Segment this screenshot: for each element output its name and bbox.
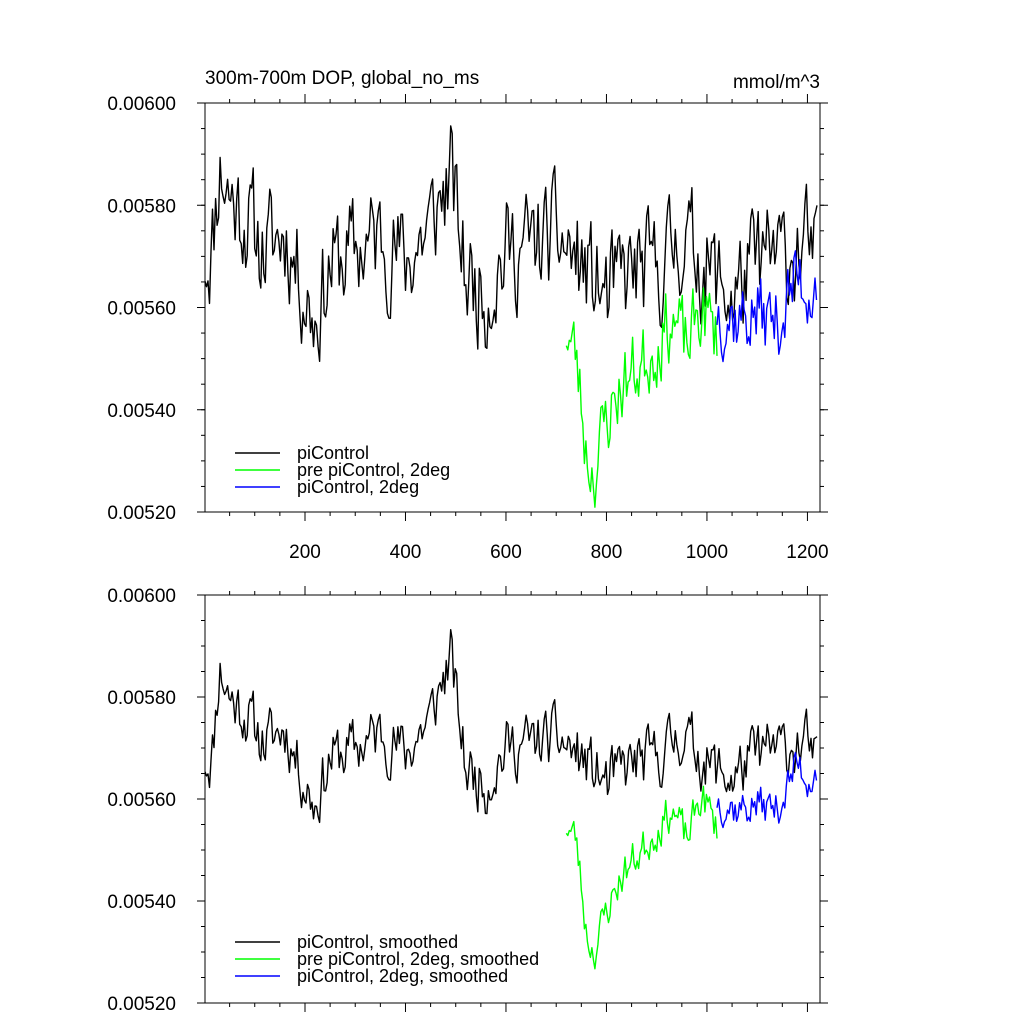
y-tick-label: 0.00560: [107, 790, 176, 811]
y-tick-label: 0.00580: [107, 196, 176, 217]
y-tick-label: 0.00540: [107, 401, 176, 422]
legend-label: piControl: [297, 443, 369, 463]
units-label: mmol/m^3: [733, 72, 820, 93]
y-tick-label: 0.00580: [107, 688, 176, 709]
x-tick-label: 800: [591, 542, 623, 563]
series-line-2: [716, 751, 818, 829]
series-line-1: [565, 785, 718, 970]
y-tick-label: 0.00560: [107, 299, 176, 320]
series-line-0: [205, 125, 818, 362]
y-tick-label: 0.00540: [107, 892, 176, 913]
panel-bottom: 0.00520 0.00540 0.00560 0.00580 0.00600 piCon…: [107, 586, 828, 1015]
panel-top: 0.00520 0.00540 0.00560 0.00580 0.00600 200 40…: [107, 68, 828, 563]
y-tick-label: 0.00520: [107, 994, 176, 1015]
y-tick-label: 0.00520: [107, 503, 176, 524]
series-line-2: [716, 250, 818, 363]
legend-label: piControl, 2deg, smoothed: [297, 966, 508, 986]
x-tick-label: 1000: [686, 542, 728, 563]
series-line-1: [565, 287, 718, 508]
legend-label: pre piControl, 2deg: [297, 460, 450, 480]
legend-label: piControl, smoothed: [297, 932, 458, 952]
x-tick-label: 1200: [786, 542, 828, 563]
x-tick-label: 200: [289, 542, 321, 563]
y-tick-label: 0.00600: [107, 94, 176, 115]
y-tick-label: 0.00600: [107, 586, 176, 607]
legend-label: piControl, 2deg: [297, 477, 419, 497]
x-tick-label: 400: [390, 542, 422, 563]
x-tick-label: 600: [490, 542, 522, 563]
series-line-0: [205, 629, 818, 824]
legend-label: pre piControl, 2deg, smoothed: [297, 949, 539, 969]
chart-title: 300m-700m DOP, global_no_ms: [205, 68, 479, 89]
